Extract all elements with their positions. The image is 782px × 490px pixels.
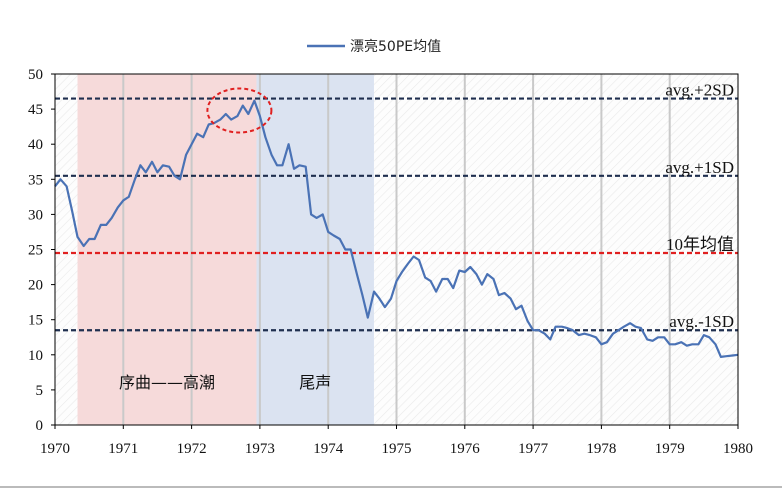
y-tick-label: 10 — [28, 348, 43, 364]
y-tick-label: 35 — [28, 172, 43, 188]
y-tick-label: 50 — [28, 67, 43, 83]
y-tick-label: 15 — [28, 313, 43, 329]
shaded-region-0 — [77, 74, 257, 425]
peak-highlight-ellipse — [206, 87, 273, 134]
x-tick-label: 1972 — [177, 441, 207, 457]
x-tick-label: 1980 — [723, 441, 753, 457]
shaded-region-1 — [256, 74, 374, 425]
y-tick-label: 40 — [28, 137, 43, 153]
x-tick-label: 1973 — [245, 441, 275, 457]
series-line — [54, 99, 739, 358]
x-tick-label: 1970 — [40, 441, 70, 457]
reference-line-label: avg.-1SD — [669, 312, 734, 331]
y-tick-label: 5 — [36, 383, 44, 399]
y-tick-label: 25 — [28, 243, 43, 259]
x-tick-label: 1975 — [382, 441, 412, 457]
x-tick-label: 1979 — [655, 441, 685, 457]
y-tick-label: 20 — [28, 278, 43, 294]
y-tick-label: 45 — [28, 102, 43, 118]
reference-line-label: avg.+2SD — [665, 81, 734, 100]
region-label: 尾声 — [299, 373, 331, 392]
legend: 漂亮50PE均值 — [307, 38, 441, 55]
x-tick-label: 1977 — [518, 441, 549, 457]
y-tick-label: 30 — [28, 207, 43, 223]
legend-label: 漂亮50PE均值 — [350, 38, 441, 55]
reference-line-label: avg.+1SD — [665, 158, 734, 177]
reference-line-label: 10年均值 — [666, 235, 734, 254]
region-label: 序曲——高潮 — [119, 373, 215, 392]
y-tick-label: 0 — [36, 418, 44, 434]
x-tick-label: 1976 — [450, 441, 481, 457]
x-tick-label: 1978 — [586, 441, 616, 457]
x-tick-label: 1974 — [313, 441, 344, 457]
x-tick-label: 1971 — [108, 441, 138, 457]
